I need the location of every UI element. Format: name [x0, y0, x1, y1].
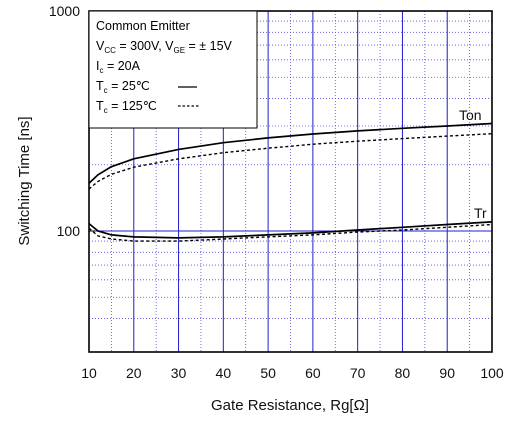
legend-box: [88, 10, 258, 129]
legend-vcc-subscript: CC: [104, 46, 116, 55]
legend-line-4: Tc = 25℃: [96, 79, 150, 95]
x-tick-label-50: 50: [260, 365, 276, 381]
legend-tc125-subscript: c: [104, 106, 108, 115]
series-tr-tc25-line: [88, 221, 493, 239]
legend-vcc-value: = 300V, V: [116, 39, 174, 53]
curves: [88, 122, 493, 242]
y-axis-label: Switching Time [ns]: [16, 116, 33, 245]
legend-ic-subscript: c: [99, 66, 103, 75]
x-axis-label: Gate Resistance, Rg[Ω]: [211, 397, 369, 414]
legend: Common Emitter VCC = 300V, VGE = ± 15V I…: [88, 10, 258, 129]
y-tick-labels: 100 1000: [49, 3, 80, 239]
legend-vge-subscript: GE: [173, 46, 185, 55]
x-tick-label-70: 70: [350, 365, 366, 381]
curve-label-ton: Ton: [459, 107, 482, 123]
curve-label-tr: Tr: [474, 205, 487, 221]
legend-vcc-symbol: V: [96, 39, 105, 53]
legend-line-5: Tc = 125℃: [96, 99, 157, 115]
legend-tc125-value: = 125℃: [108, 99, 157, 113]
series-ton-tc125-line: [88, 133, 493, 190]
y-tick-label-1000: 1000: [49, 3, 80, 19]
y-tick-label-100: 100: [57, 223, 81, 239]
legend-tc125-symbol: T: [96, 99, 104, 113]
legend-title: Common Emitter: [96, 19, 190, 33]
legend-vge-value: = ± 15V: [185, 39, 232, 53]
legend-line-2: VCC = 300V, VGE = ± 15V: [96, 39, 233, 55]
x-tick-label-80: 80: [395, 365, 411, 381]
x-tick-labels: 10 20 30 40 50 60 70 80 90 100: [81, 365, 504, 381]
x-tick-label-60: 60: [305, 365, 321, 381]
grid-lines: [89, 10, 492, 352]
legend-tc25-symbol: T: [96, 79, 104, 93]
legend-tc25-subscript: c: [104, 86, 108, 95]
series-ton-tc25-line: [88, 122, 493, 184]
x-tick-label-40: 40: [216, 365, 232, 381]
x-tick-label-100: 100: [480, 365, 504, 381]
series-tr-tc125-line: [88, 223, 493, 242]
x-tick-label-30: 30: [171, 365, 187, 381]
x-tick-label-10: 10: [81, 365, 97, 381]
legend-ic-value: = 20A: [103, 59, 140, 73]
x-tick-label-20: 20: [126, 365, 142, 381]
legend-line-1: Common Emitter: [96, 19, 190, 33]
x-tick-label-90: 90: [439, 365, 455, 381]
plot-frame: [88, 10, 493, 353]
legend-tc25-value: = 25℃: [108, 79, 150, 93]
legend-line-3: Ic = 20A: [96, 59, 141, 75]
legend-ic-symbol: I: [96, 59, 99, 73]
